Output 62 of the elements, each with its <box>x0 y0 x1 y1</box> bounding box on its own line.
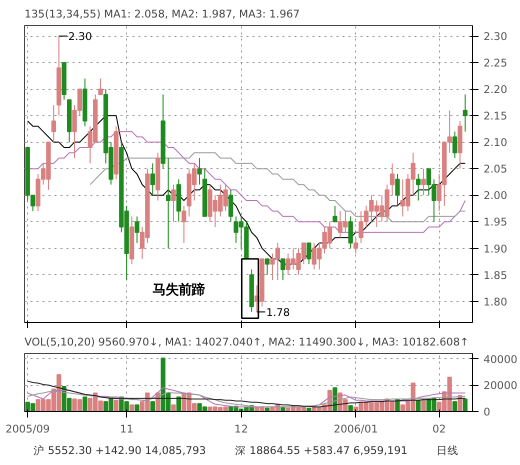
y-tick-label: 1.80 <box>484 295 508 308</box>
candlestick <box>421 168 426 196</box>
candlestick <box>462 94 468 132</box>
x-tick-label: 2005/09 <box>5 422 50 436</box>
bar <box>306 408 312 412</box>
bar <box>348 405 353 412</box>
candlestick <box>353 237 358 254</box>
bar <box>452 401 458 412</box>
x-tick-label: 11 <box>120 422 134 436</box>
candlestick <box>134 216 140 244</box>
candlestick <box>395 174 400 206</box>
chart-title: 135(13,34,55) MA1: 2.058, MA2: 1.987, MA3: 1.967 <box>24 8 300 20</box>
bar <box>134 404 140 412</box>
y-tick-label: 2.25 <box>484 56 508 70</box>
candlestick <box>197 158 202 186</box>
candlestick <box>51 104 56 143</box>
bar <box>129 404 134 412</box>
annotation: 1.78 <box>266 306 290 319</box>
candlestick <box>348 216 353 249</box>
bar <box>150 401 155 412</box>
candlestick <box>306 242 312 265</box>
candlestick <box>166 158 171 249</box>
bar <box>171 404 176 412</box>
x-tick-label: 02 <box>432 422 446 436</box>
candlestick <box>390 162 395 196</box>
annotation: 2.30 <box>68 30 92 44</box>
y-tick-label: 2.00 <box>484 189 508 202</box>
candlestick <box>98 78 103 95</box>
y-tick-label: 1.90 <box>484 242 508 256</box>
candlestick <box>171 184 176 222</box>
y-tick-label: 2.10 <box>484 136 508 150</box>
y-tick-label: 0 <box>484 406 490 418</box>
candlestick <box>264 258 270 276</box>
candlestick <box>332 205 338 222</box>
bar <box>395 399 400 412</box>
text: 日线 <box>436 444 459 457</box>
bar <box>462 398 468 412</box>
y-tick-label: 1.95 <box>484 216 508 229</box>
bar <box>264 408 270 412</box>
candlestick <box>150 162 155 196</box>
annotation: 马失前蹄 <box>152 282 205 298</box>
text: 沪 5552.30 +142.90 14,085,793 <box>33 444 206 457</box>
x-tick-label: 12 <box>234 422 248 436</box>
y-tick-label: 2.15 <box>484 110 508 123</box>
y-tick-label: 2.30 <box>484 30 508 44</box>
y-tick-label: 2.20 <box>484 83 508 96</box>
bar <box>421 399 426 412</box>
y-tick-label: 1.85 <box>484 268 508 282</box>
y-tick-label: 40000 <box>484 352 518 366</box>
candlestick <box>416 174 421 202</box>
y-tick-label: 2.05 <box>484 162 508 176</box>
line-series <box>27 380 466 408</box>
text: 深 18864.55 +583.47 6,959,191 <box>235 444 408 457</box>
y-tick-label: 20000 <box>484 379 518 392</box>
candlestick <box>452 131 458 159</box>
candlestick <box>280 258 286 281</box>
x-tick-label: 2006/01 <box>334 422 378 436</box>
candlestick <box>182 205 186 244</box>
bar <box>114 400 119 412</box>
candlestick <box>228 189 234 222</box>
chart-title: VOL(5,10,20) 9560.970↓, MA1: 14027.040↑, MA2: 11490.300↓, MA3: 10182.608↑ <box>24 336 469 348</box>
bar <box>82 396 88 412</box>
